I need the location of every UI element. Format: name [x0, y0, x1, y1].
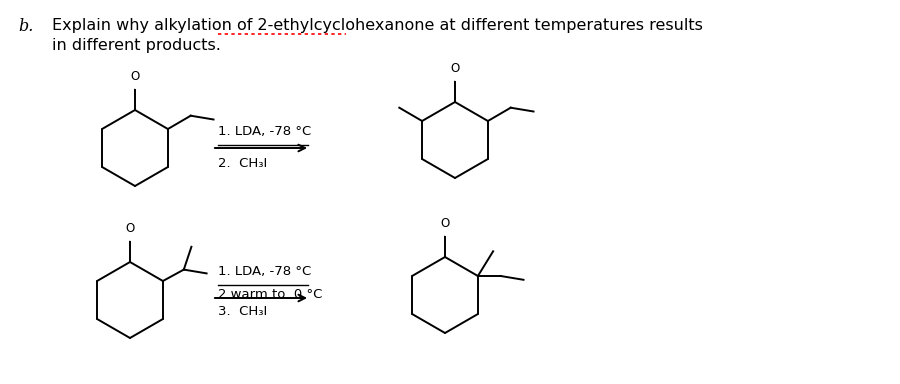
Text: in different products.: in different products.	[52, 38, 220, 53]
Text: Explain why alkylation of 2-ethylcyclohexanone at different temperatures results: Explain why alkylation of 2-ethylcyclohe…	[52, 18, 703, 33]
Text: b.: b.	[18, 18, 33, 35]
Text: 1. LDA, -78 °C: 1. LDA, -78 °C	[218, 265, 311, 278]
Text: 2.  CH₃I: 2. CH₃I	[218, 157, 267, 170]
Text: O: O	[130, 70, 140, 83]
Text: 3.  CH₃I: 3. CH₃I	[218, 305, 267, 318]
Text: 1. LDA, -78 °C: 1. LDA, -78 °C	[218, 125, 311, 138]
Text: O: O	[125, 222, 135, 235]
Text: O: O	[450, 62, 460, 75]
Text: O: O	[440, 217, 450, 230]
Text: 2.warm to  0 °C: 2.warm to 0 °C	[218, 288, 322, 301]
